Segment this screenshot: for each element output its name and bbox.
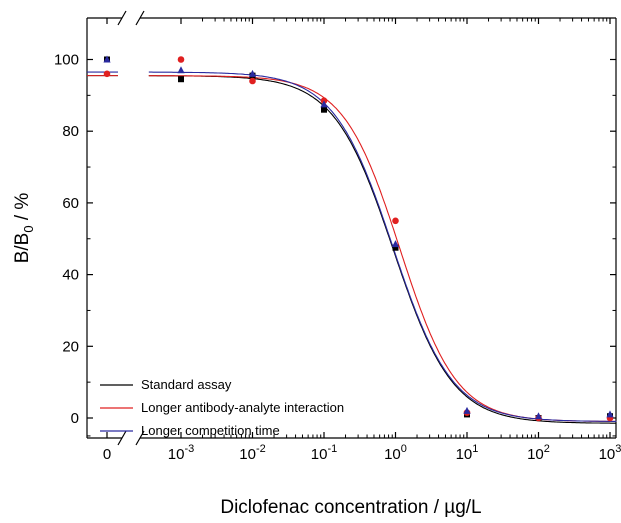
- data-points: [103, 55, 614, 422]
- y-tick-label: 100: [54, 52, 79, 69]
- legend-label: Longer competition time: [141, 423, 280, 438]
- legend-label: Longer antibody-analyte interaction: [141, 400, 344, 415]
- x-tick-label: 103: [599, 443, 621, 463]
- x-tick-label: 0: [103, 446, 111, 463]
- legend: Standard assay Longer antibody-analyte in…: [100, 377, 344, 438]
- y-tick-label: 80: [62, 123, 79, 140]
- data-point-circle: [249, 77, 256, 85]
- top-axis-break-mark: [117, 10, 127, 26]
- data-point-triangle: [606, 410, 614, 418]
- x-tick-label: 10-3: [168, 443, 194, 463]
- data-point-triangle: [391, 240, 400, 248]
- data-point-triangle: [463, 406, 471, 414]
- data-point-triangle: [320, 100, 328, 108]
- data-point-square: [178, 76, 184, 83]
- bottom-axis-break-mark: [135, 430, 145, 446]
- data-point-circle: [103, 70, 111, 78]
- top-axis-break-mark: [135, 10, 145, 26]
- data-point-triangle: [177, 66, 185, 74]
- data-point-triangle: [248, 69, 257, 77]
- x-tick-label: 10-1: [311, 443, 337, 463]
- fit-curve: [148, 75, 617, 424]
- y-axis-title: B/B0 / %: [12, 193, 36, 264]
- fit-curve: [148, 75, 617, 422]
- data-point-square: [321, 106, 327, 113]
- y-tick-label: 40: [62, 267, 79, 284]
- fit-curve: [148, 71, 617, 422]
- y-tick-label: 20: [62, 338, 79, 355]
- legend-label: Standard assay: [141, 377, 232, 392]
- axis-titles: Diclofenac concentration / µg/L B/B0 / %: [12, 193, 482, 518]
- y-tick-label: 60: [62, 195, 79, 212]
- data-point-triangle: [103, 55, 111, 63]
- data-point-circle: [392, 217, 399, 225]
- x-tick-label: 102: [527, 443, 550, 463]
- data-point-circle: [177, 56, 185, 63]
- axes: 0 20 40 60 80 100 0 10-3 10-2 10-1 100 101 102 103: [54, 10, 621, 463]
- data-point-triangle: [534, 412, 543, 420]
- x-tick-label: 10-2: [239, 443, 265, 463]
- x-tick-label: 101: [456, 443, 479, 463]
- x-tick-label: 100: [384, 443, 407, 463]
- x-axis-title: Diclofenac concentration / µg/L: [220, 497, 481, 518]
- y-tick-label: 0: [71, 410, 79, 427]
- fit-curves: [87, 71, 617, 424]
- data-point-square: [392, 244, 399, 251]
- bottom-axis-break-mark: [117, 430, 127, 446]
